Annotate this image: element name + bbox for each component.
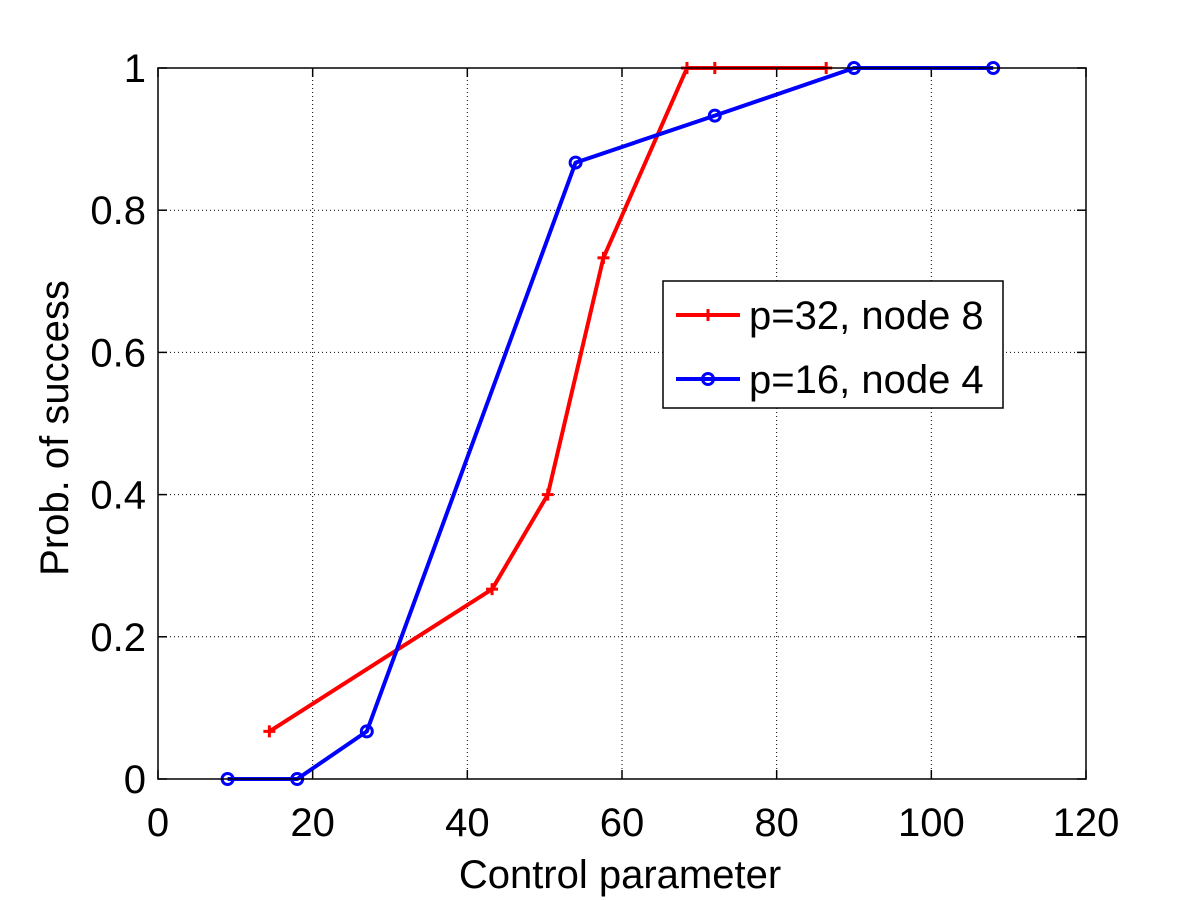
y-tick-label: 0.6 bbox=[90, 331, 146, 375]
x-axis-label: Control parameter bbox=[459, 853, 781, 897]
data-point bbox=[597, 251, 610, 264]
legend-label: p=16, node 4 bbox=[749, 358, 984, 402]
data-point bbox=[263, 725, 276, 738]
x-tick-label: 20 bbox=[290, 801, 335, 845]
y-tick-label: 0 bbox=[124, 758, 146, 802]
grid-lines bbox=[158, 68, 1086, 779]
data-point bbox=[486, 583, 499, 596]
x-tick-label: 0 bbox=[147, 801, 169, 845]
y-tick-label: 0.4 bbox=[90, 474, 146, 518]
x-tick-label: 60 bbox=[600, 801, 645, 845]
x-tick-label: 40 bbox=[445, 801, 490, 845]
y-tick-label: 0.2 bbox=[90, 616, 146, 660]
data-point bbox=[707, 108, 722, 123]
data-point bbox=[568, 155, 583, 170]
y-tick-label: 1 bbox=[124, 47, 146, 91]
legend: p=32, node 8 p=16, node 4 bbox=[662, 280, 1004, 409]
tick-labels: 0 20 40 60 80 100 120 0 0.2 0.4 0.6 0.8 1 bbox=[90, 47, 1119, 845]
legend-label: p=32, node 8 bbox=[749, 294, 984, 338]
axis-ticks bbox=[157, 67, 1087, 780]
legend-marker bbox=[702, 309, 714, 321]
legend-box bbox=[662, 280, 1004, 409]
x-tick-label: 80 bbox=[754, 801, 799, 845]
legend-marker bbox=[701, 372, 715, 386]
y-axis-label: Prob. of success bbox=[33, 280, 77, 576]
legend-entry: p=32, node 8 bbox=[676, 294, 984, 338]
x-tick-label: 100 bbox=[898, 801, 965, 845]
y-tick-label: 0.8 bbox=[90, 189, 146, 233]
data-point bbox=[359, 724, 374, 739]
data-point bbox=[541, 488, 554, 501]
x-tick-label: 120 bbox=[1053, 801, 1120, 845]
legend-entry: p=16, node 4 bbox=[676, 358, 984, 402]
